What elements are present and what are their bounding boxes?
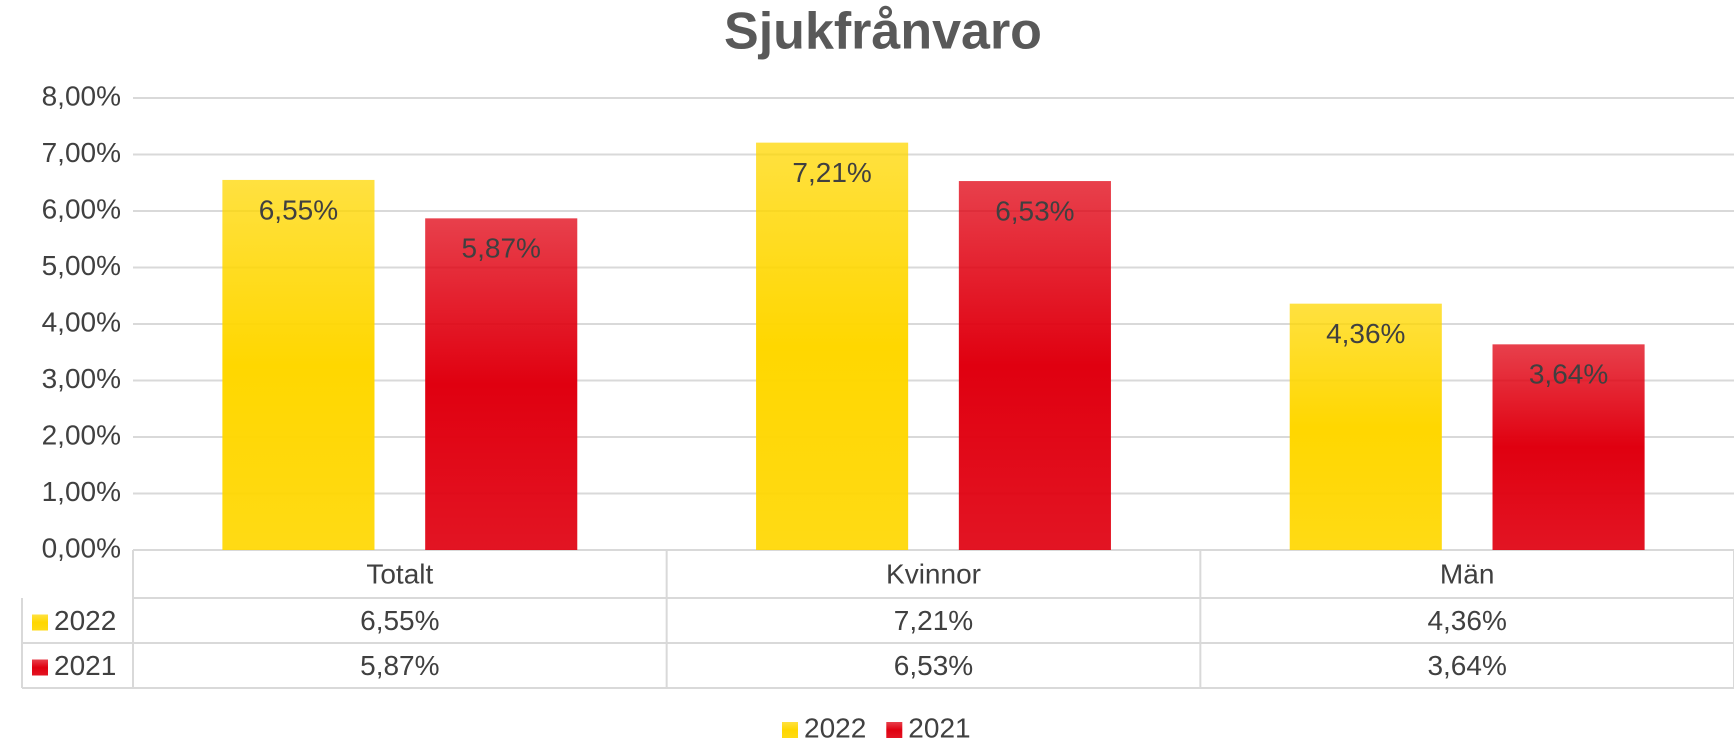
x-tick-label: Kvinnor	[886, 558, 981, 589]
bar	[222, 179, 375, 551]
legend-key	[782, 722, 798, 738]
table-legend-key	[32, 614, 48, 631]
y-tick-label: 7,00%	[42, 137, 121, 168]
y-tick-label: 4,00%	[42, 306, 121, 337]
bar	[1289, 303, 1442, 550]
data-label: 6,53%	[995, 195, 1074, 226]
table-row-header: 2022	[54, 605, 116, 636]
table-cell: 3,64%	[1427, 650, 1506, 681]
table-legend-key	[32, 659, 48, 676]
table-cell: 6,53%	[894, 650, 973, 681]
table-cell: 4,36%	[1427, 605, 1506, 636]
y-tick-label: 8,00%	[42, 80, 121, 111]
y-tick-label: 1,00%	[42, 476, 121, 507]
data-label: 6,55%	[259, 194, 338, 225]
data-label: 4,36%	[1326, 318, 1405, 349]
bar	[1492, 344, 1645, 550]
legend-key	[886, 722, 903, 738]
legend-label: 2022	[804, 712, 866, 743]
y-tick-label: 6,00%	[42, 193, 121, 224]
chart-title: Sjukfrånvaro	[724, 3, 1042, 61]
data-label: 3,64%	[1529, 359, 1608, 390]
y-tick-label: 5,00%	[42, 250, 121, 281]
table-row-header: 2021	[54, 650, 116, 681]
bar	[425, 218, 578, 550]
y-tick-label: 0,00%	[42, 532, 121, 563]
legend-label: 2021	[908, 712, 970, 743]
bar	[756, 142, 909, 550]
y-tick-label: 3,00%	[42, 363, 121, 394]
data-label: 5,87%	[462, 233, 541, 264]
table-cell: 7,21%	[894, 605, 973, 636]
bar	[958, 181, 1111, 550]
y-tick-label: 2,00%	[42, 419, 121, 450]
table-cell: 6,55%	[360, 605, 439, 636]
x-tick-label: Män	[1440, 558, 1494, 589]
data-label: 7,21%	[792, 157, 871, 188]
table-cell: 5,87%	[360, 650, 439, 681]
x-tick-label: Totalt	[366, 558, 433, 589]
